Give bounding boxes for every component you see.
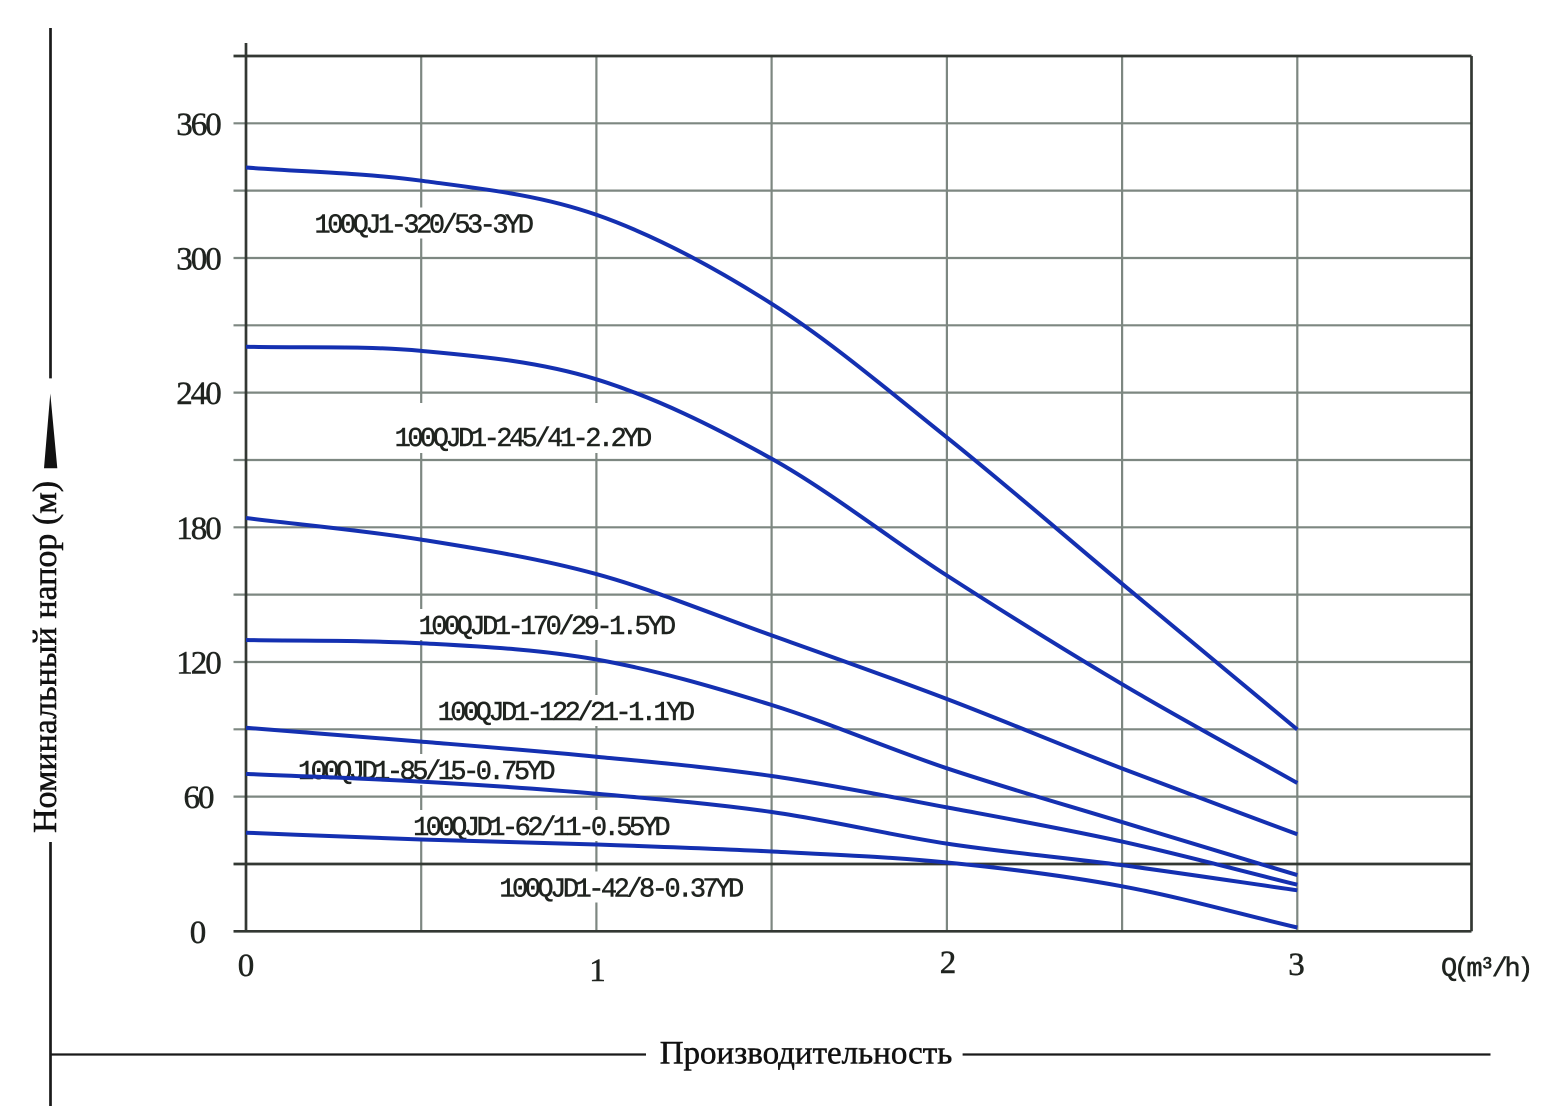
svg-text:360: 360 bbox=[176, 107, 221, 143]
svg-text:300: 300 bbox=[176, 242, 221, 278]
svg-text:120: 120 bbox=[176, 646, 221, 682]
svg-text:100QJ1-320/53-3YD: 100QJ1-320/53-3YD bbox=[315, 212, 533, 242]
svg-text:100QJD1-170/29-1.5YD: 100QJD1-170/29-1.5YD bbox=[419, 613, 675, 643]
svg-text:100QJD1-122/21-1.1YD: 100QJD1-122/21-1.1YD bbox=[438, 699, 694, 729]
svg-text:2: 2 bbox=[940, 945, 957, 981]
svg-text:Производительность: Производительность bbox=[660, 1036, 953, 1072]
svg-text:60: 60 bbox=[184, 780, 215, 816]
svg-text:240: 240 bbox=[176, 376, 221, 412]
svg-text:3: 3 bbox=[1288, 947, 1305, 983]
svg-text:180: 180 bbox=[176, 511, 221, 547]
svg-text:1: 1 bbox=[589, 953, 606, 989]
svg-text:100QJD1-245/41-2.2YD: 100QJD1-245/41-2.2YD bbox=[395, 425, 651, 455]
svg-text:0: 0 bbox=[190, 915, 207, 951]
svg-text:Номинальный напор (м): Номинальный напор (м) bbox=[27, 481, 64, 833]
svg-text:Q(m³/h): Q(m³/h) bbox=[1441, 955, 1530, 985]
svg-text:100QJD1-42/8-0.37YD: 100QJD1-42/8-0.37YD bbox=[499, 876, 743, 906]
svg-text:0: 0 bbox=[238, 948, 255, 984]
